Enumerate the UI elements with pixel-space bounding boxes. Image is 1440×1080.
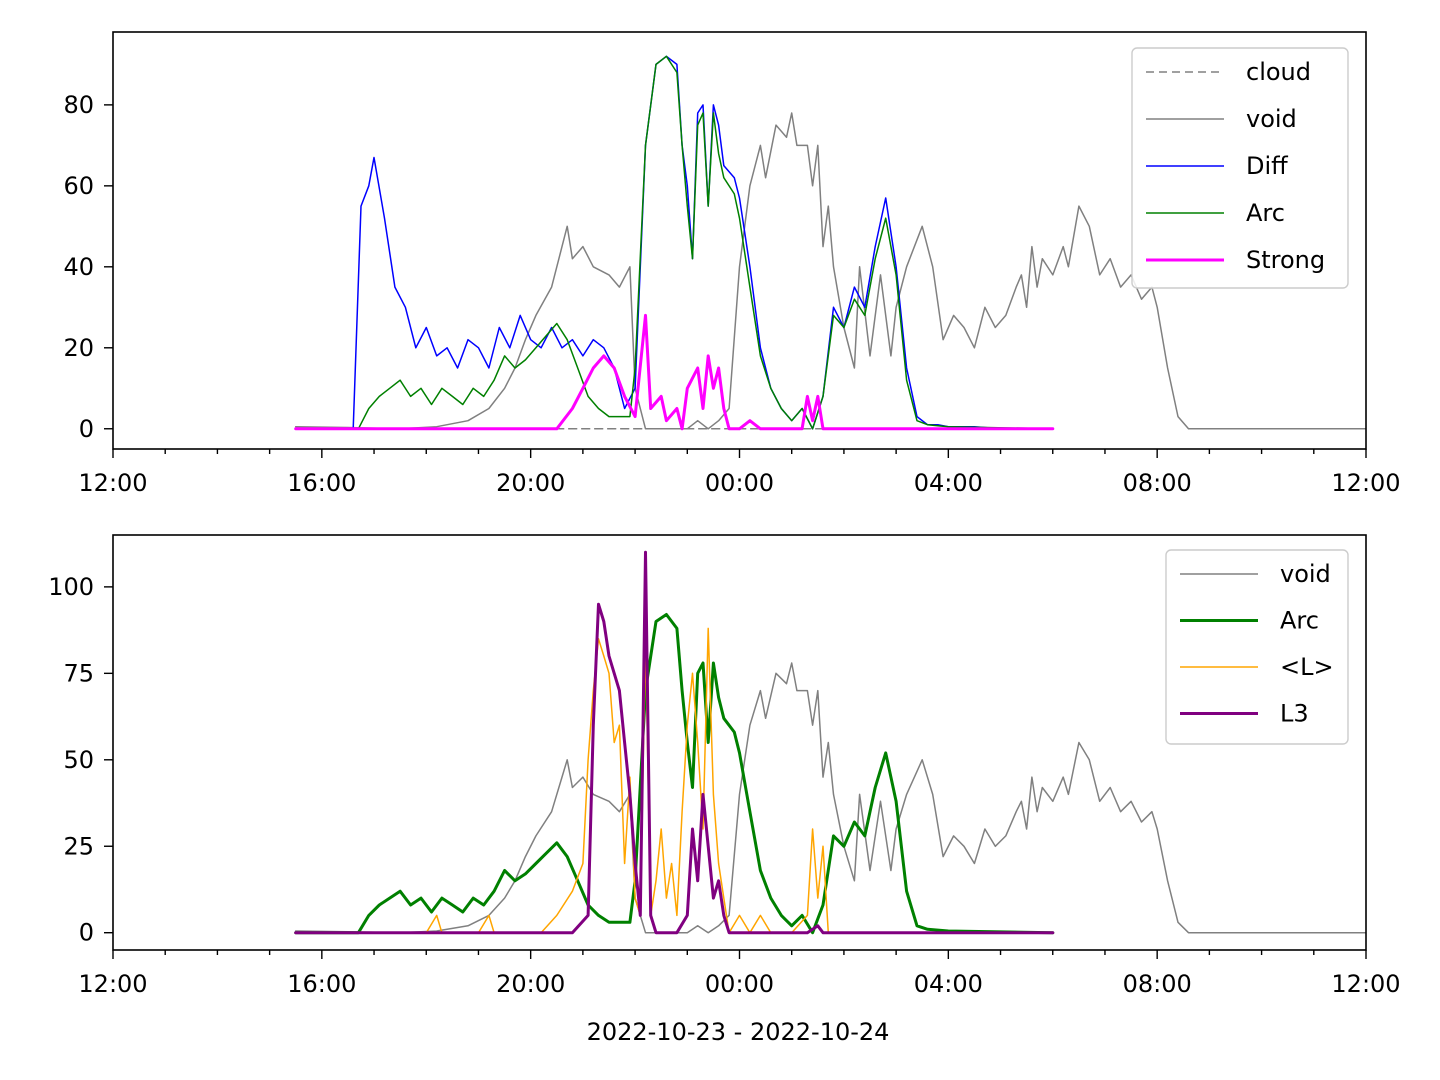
- x-axis-label: 2022-10-23 - 2022-10-24: [587, 1018, 890, 1046]
- x-tick-label: 04:00: [914, 469, 983, 497]
- y-tick-label: 100: [48, 573, 94, 601]
- legend-box: [1131, 47, 1349, 289]
- series-line-diff: [294, 55, 1054, 430]
- top-chart-panel: 12:00 16:00 20:00 00:00 04:00 08:00 12:00 0 20 40…: [63, 31, 1401, 497]
- legend-box: [1165, 549, 1349, 745]
- series-group: [294, 550, 1366, 935]
- x-tick-label: 00:00: [705, 469, 774, 497]
- y-tick-label: 75: [63, 659, 94, 687]
- x-tick-label: 08:00: [1123, 970, 1192, 998]
- bottom-chart-panel: 12:00 16:00 20:00 00:00 04:00 08:00 12:00 0 25 50…: [48, 534, 1401, 998]
- x-tick-label: 16:00: [287, 469, 356, 497]
- x-tick-label: 12:00: [1331, 970, 1400, 998]
- legend-label-l3: L3: [1280, 700, 1309, 728]
- x-tick-label: 08:00: [1123, 469, 1192, 497]
- y-tick-label: 0: [79, 919, 94, 947]
- x-tick-label: 20:00: [496, 970, 565, 998]
- x-tick-label: 00:00: [705, 970, 774, 998]
- y-tick-label: 40: [63, 253, 94, 281]
- y-tick-label: 25: [63, 832, 94, 860]
- legend: cloud void Diff Arc Strong: [1131, 47, 1349, 289]
- y-tick-label: 50: [63, 746, 94, 774]
- legend-label-l: <L>: [1280, 653, 1334, 681]
- series-line-strong: [294, 313, 1055, 431]
- legend-label-void: void: [1246, 105, 1297, 133]
- legend-label-cloud: cloud: [1246, 58, 1311, 86]
- legend-label-arc: Arc: [1280, 607, 1319, 635]
- legend-label-arc: Arc: [1246, 199, 1285, 227]
- series-group: [294, 55, 1366, 431]
- y-tick-label: 20: [63, 334, 94, 362]
- series-line-l3: [294, 550, 1055, 935]
- x-tick-label: 16:00: [287, 970, 356, 998]
- series-line-arc: [294, 613, 1055, 935]
- legend-label-diff: Diff: [1246, 152, 1288, 180]
- y-tick-label: 60: [63, 172, 94, 200]
- x-tick-label: 12:00: [1331, 469, 1400, 497]
- legend: void Arc <L> L3: [1165, 549, 1349, 745]
- series-line-arc: [294, 55, 1054, 430]
- legend-label-void: void: [1280, 560, 1331, 588]
- series-line-l: [294, 627, 1054, 934]
- x-tick-label: 12:00: [78, 469, 147, 497]
- y-tick-label: 80: [63, 91, 94, 119]
- x-tick-label: 04:00: [914, 970, 983, 998]
- legend-label-strong: Strong: [1246, 246, 1325, 274]
- x-tick-label: 20:00: [496, 469, 565, 497]
- y-tick-label: 0: [79, 415, 94, 443]
- x-tick-label: 12:00: [78, 970, 147, 998]
